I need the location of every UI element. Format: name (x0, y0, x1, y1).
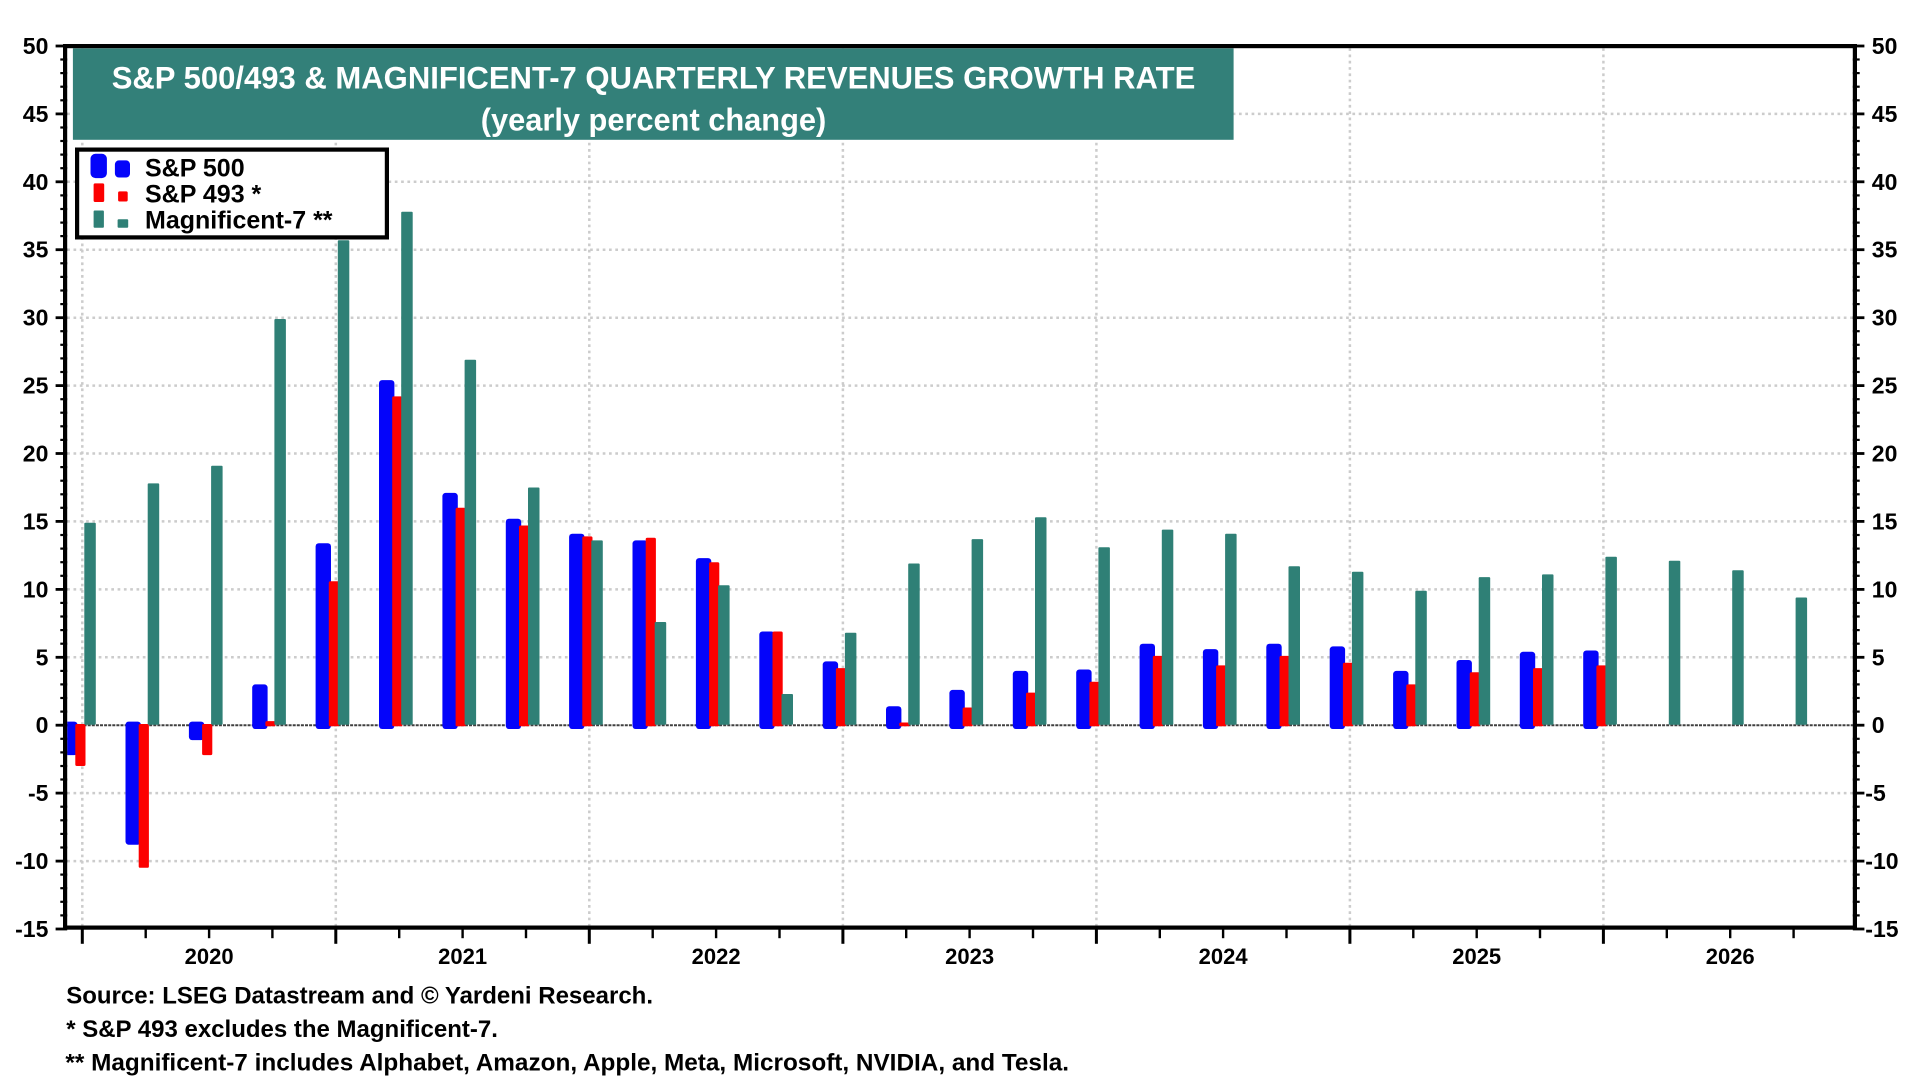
svg-text:20: 20 (1872, 441, 1898, 467)
svg-text:S&P 500: S&P 500 (145, 154, 245, 182)
svg-text:2026: 2026 (1706, 944, 1755, 969)
svg-text:2022: 2022 (692, 944, 741, 969)
svg-text:20: 20 (23, 441, 49, 467)
svg-text:10: 10 (1872, 576, 1898, 602)
svg-text:30: 30 (1872, 305, 1898, 331)
svg-text:5: 5 (36, 644, 49, 670)
svg-text:25: 25 (23, 373, 49, 399)
svg-text:50: 50 (23, 33, 49, 59)
svg-text:(yearly percent change): (yearly percent change) (481, 101, 827, 137)
svg-text:2023: 2023 (945, 944, 994, 969)
svg-text:Source: LSEG Datastream and ©: Source: LSEG Datastream and © Yardeni Re… (66, 983, 653, 1010)
svg-text:0: 0 (36, 712, 49, 738)
svg-text:45: 45 (23, 101, 49, 127)
svg-text:-5: -5 (1865, 780, 1886, 806)
svg-text:15: 15 (1872, 508, 1898, 534)
svg-text:15: 15 (23, 508, 49, 534)
svg-text:S&P 500/493 & MAGNIFICENT-7 QU: S&P 500/493 & MAGNIFICENT-7 QUARTERLY RE… (112, 60, 1196, 96)
svg-text:45: 45 (1872, 101, 1898, 127)
svg-text:S&P 493 *: S&P 493 * (145, 180, 262, 208)
svg-text:2020: 2020 (185, 944, 234, 969)
svg-text:50: 50 (1872, 33, 1898, 59)
svg-text:-10: -10 (15, 848, 48, 874)
svg-text:10: 10 (23, 576, 49, 602)
svg-text:5: 5 (1872, 644, 1885, 670)
svg-text:35: 35 (1872, 237, 1898, 263)
svg-text:0: 0 (1872, 712, 1885, 738)
svg-text:** Magnificent-7 includes Alph: ** Magnificent-7 includes Alphabet, Amaz… (65, 1050, 1069, 1077)
svg-text:25: 25 (1872, 373, 1898, 399)
svg-text:-15: -15 (1865, 916, 1898, 942)
svg-text:* S&P 493 excludes the Magnifi: * S&P 493 excludes the Magnificent-7. (66, 1016, 498, 1043)
svg-text:2021: 2021 (438, 944, 487, 969)
svg-text:2024: 2024 (1199, 944, 1249, 969)
svg-text:Magnificent-7 **: Magnificent-7 ** (145, 206, 333, 234)
svg-text:30: 30 (23, 305, 49, 331)
svg-text:-15: -15 (15, 916, 48, 942)
svg-text:-10: -10 (1865, 848, 1898, 874)
svg-text:2025: 2025 (1452, 944, 1501, 969)
svg-text:40: 40 (1872, 169, 1898, 195)
svg-text:35: 35 (23, 237, 49, 263)
svg-text:-5: -5 (28, 780, 49, 806)
svg-text:40: 40 (23, 169, 49, 195)
